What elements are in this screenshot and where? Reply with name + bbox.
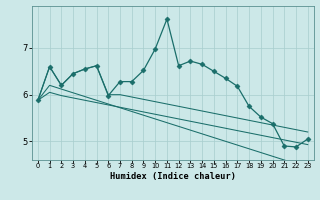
X-axis label: Humidex (Indice chaleur): Humidex (Indice chaleur) (110, 172, 236, 181)
